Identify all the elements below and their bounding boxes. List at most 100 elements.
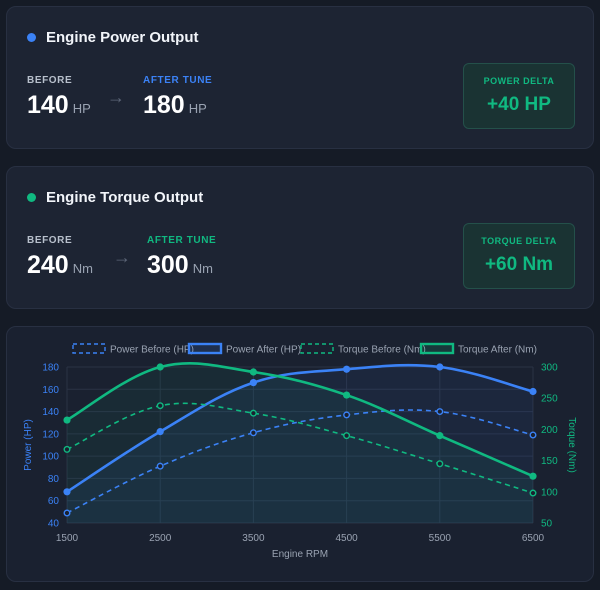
power-indicator-dot-icon [27,33,36,42]
y-right-tick-label: 200 [541,425,558,436]
power-before-number: 140 [27,91,69,119]
y-right-axis-title: Torque (Nm) [566,417,577,473]
power-after-number: 180 [143,91,185,119]
torque-output-card: Engine Torque Output BEFORE 240 Nm → AFT… [6,166,594,309]
point-torque-before-nm [249,409,257,417]
torque-after-unit: Nm [192,261,213,276]
y-right-tick-label: 150 [541,456,558,467]
y-right-tick-label: 250 [541,394,558,405]
point-torque-after-nm [529,472,537,480]
point-torque-before-nm [529,489,537,497]
point-power-after-hp [343,365,351,373]
point-torque-after-nm [156,363,164,371]
rpm-chart-card: 1500 2500 3500 4500 5500 6500 40 60 80 100 120 140 1… [6,326,594,582]
power-delta-label: POWER DELTA [483,76,555,86]
chart-series-lines [66,362,534,514]
point-torque-after-nm [343,391,351,399]
y-left-tick-label: 100 [42,452,59,463]
x-tick-label: 6500 [522,533,545,544]
line-torque-after-nm [66,362,534,478]
y-left-tick-label: 80 [48,474,60,485]
legend-label-power-before-hp: Power Before (HP) [110,345,194,356]
torque-card-title-text: Engine Torque Output [46,189,204,206]
torque-before-unit: Nm [72,261,93,276]
y-left-tick-label: 60 [48,496,60,507]
point-power-before-hp [529,431,537,439]
power-before-unit: HP [72,101,91,116]
point-torque-before-nm [343,432,351,440]
point-torque-after-nm [249,368,257,376]
torque-card-title: Engine Torque Output [27,189,203,206]
point-torque-before-nm [63,445,71,453]
point-power-before-hp [156,462,164,470]
point-power-after-hp [529,387,537,396]
legend-label-torque-after-nm: Torque After (Nm) [458,345,537,356]
x-axis-title: Engine RPM [272,549,328,560]
point-power-before-hp [249,429,257,437]
torque-arrow-icon: → [113,247,131,267]
power-before-value: 140 HP [27,91,91,120]
torque-after-number: 300 [147,251,189,279]
torque-before-number: 240 [27,251,69,279]
torque-before-label: BEFORE [27,235,73,246]
torque-after-value: 300 Nm [147,251,213,280]
power-after-label: AFTER TUNE [143,75,213,86]
point-power-after-hp [436,363,444,371]
area-power-after-hp [67,365,533,523]
torque-before-value: 240 Nm [27,251,93,280]
power-after-unit: HP [188,101,207,116]
torque-after-label: AFTER TUNE [147,235,217,246]
y-right-tick-label: 100 [541,487,558,498]
power-output-card: Engine Power Output BEFORE 140 HP → AFTE… [6,6,594,149]
rpm-line-chart: 1500 2500 3500 4500 5500 6500 40 60 80 100 120 140 1… [23,342,577,561]
line-power-before-hp [66,409,534,514]
point-power-after-hp [156,428,164,436]
y-left-tick-label: 40 [48,519,60,530]
chart-area-fills [67,363,533,523]
chart-axes: 1500 2500 3500 4500 5500 6500 40 60 80 100 120 140 1… [23,363,577,561]
point-torque-after-nm [63,416,71,424]
point-torque-after-nm [436,432,444,440]
power-arrow-icon: → [107,87,125,107]
x-tick-label: 3500 [242,533,265,544]
legend-item-torque-after-nm[interactable]: Torque After (Nm) [419,342,537,356]
point-power-before-hp [63,509,71,517]
y-left-tick-label: 120 [42,429,59,440]
legend-label-power-after-hp: Power After (HP) [226,345,301,356]
torque-delta-label: TORQUE DELTA [481,236,557,246]
legend-item-torque-before-nm[interactable]: Torque Before (Nm) [300,343,426,356]
power-delta-value: +40 HP [487,94,551,115]
chart-legend[interactable]: Power Before (HP) Power After (HP) Torque … [72,342,537,356]
y-right-tick-label: 50 [541,519,553,530]
y-left-tick-label: 180 [42,363,59,374]
x-tick-label: 5500 [429,533,452,544]
power-before-label: BEFORE [27,75,73,86]
torque-delta-box: TORQUE DELTA +60 Nm [463,223,575,289]
point-torque-before-nm [156,402,164,410]
x-tick-label: 1500 [56,533,79,544]
chart-series-points [63,363,537,517]
legend-swatch-torque-after-nm [419,342,455,355]
point-torque-before-nm [436,460,444,468]
legend-label-torque-before-nm: Torque Before (Nm) [338,345,426,356]
legend-item-power-after-hp[interactable]: Power After (HP) [187,342,301,356]
point-power-after-hp [63,488,71,496]
power-card-title-text: Engine Power Output [46,29,199,46]
x-tick-label: 2500 [149,533,172,544]
legend-swatch-torque-before-nm [300,343,334,354]
y-left-tick-label: 160 [42,385,59,396]
line-torque-before-nm [66,402,534,494]
point-power-before-hp [343,411,351,419]
point-power-after-hp [249,379,257,387]
legend-swatch-power-after-hp [187,342,223,355]
power-after-value: 180 HP [143,91,207,120]
power-card-title: Engine Power Output [27,29,199,46]
y-right-tick-label: 300 [541,363,558,374]
y-left-tick-label: 140 [42,407,59,418]
torque-delta-value: +60 Nm [484,254,554,275]
line-power-after-hp [66,363,534,493]
torque-indicator-dot-icon [27,193,36,202]
y-left-axis-title: Power (HP) [23,419,34,471]
point-power-before-hp [436,408,444,416]
legend-item-power-before-hp[interactable]: Power Before (HP) [72,343,194,356]
